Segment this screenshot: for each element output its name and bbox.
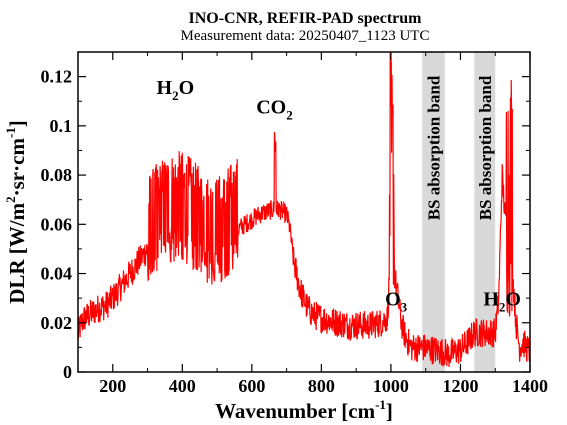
molecule-label-3: O3 [385, 289, 408, 315]
x-axis-label: Wavenumber [cm-1] [215, 397, 393, 423]
molecule-label-1: H2O [157, 77, 195, 103]
band-label-2: BS absorption band [476, 75, 495, 220]
plot-frame [77, 51, 531, 373]
chart-title: INO-CNR, REFIR-PAD spectrum [188, 10, 422, 27]
bs-absorption-band-2 [474, 52, 496, 372]
band-label-1: BS absorption band [425, 75, 444, 220]
y-tick-label: 0.1 [50, 116, 73, 136]
molecule-label-2: CO2 [256, 97, 293, 123]
y-tick-label: 0.08 [41, 165, 73, 185]
y-tick-label: 0.04 [41, 264, 73, 284]
x-tick-label: 1200 [442, 376, 478, 396]
x-tick-label: 1000 [373, 376, 409, 396]
molecule-label-4: H2O [483, 289, 521, 315]
x-tick-label: 600 [238, 376, 265, 396]
y-tick-label: 0.06 [41, 214, 73, 234]
y-tick-label: 0 [63, 362, 72, 382]
y-tick-label: 0.12 [41, 67, 73, 87]
spectrum-line [77, 52, 531, 368]
x-tick-label: 400 [169, 376, 196, 396]
y-tick-label: 0.02 [41, 313, 73, 333]
x-tick-label: 1400 [512, 376, 548, 396]
bs-absorption-band-1 [422, 52, 445, 372]
x-tick-label: 800 [308, 376, 335, 396]
x-tick-label: 200 [99, 376, 126, 396]
y-axis-label: DLR [W/m2·sr·cm-1] [3, 120, 29, 304]
chart-subtitle: Measurement data: 20250407_1123 UTC [181, 28, 430, 44]
